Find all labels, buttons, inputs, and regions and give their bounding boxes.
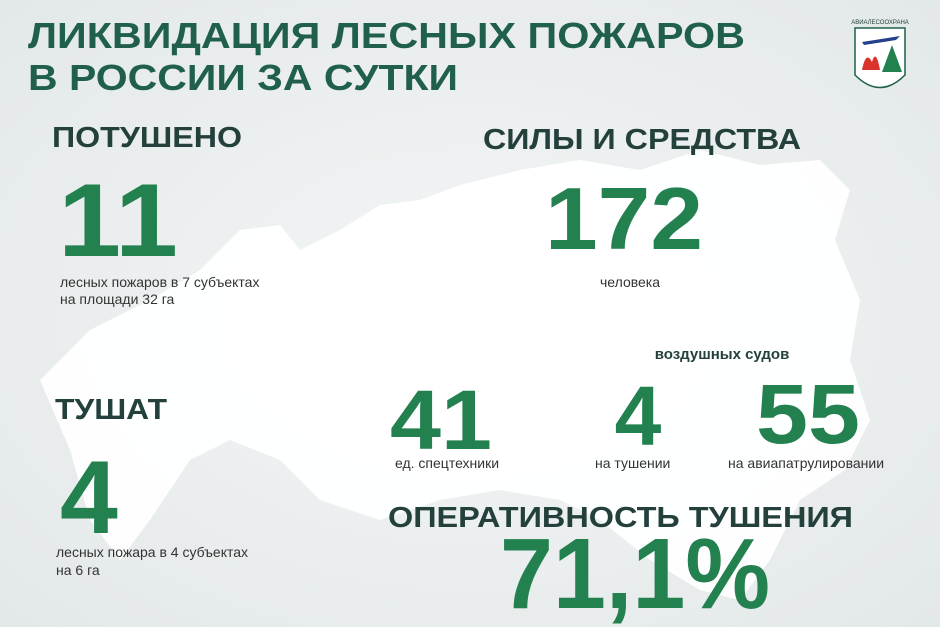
section-heading: СИЛЫ И СРЕДСТВА xyxy=(483,124,801,156)
section-heading: ТУШАТ xyxy=(55,394,167,426)
subheading: воздушных судов xyxy=(655,346,790,363)
title-line: В РОССИИ ЗА СУТКИ xyxy=(28,57,458,98)
caption: человека xyxy=(600,274,660,290)
caption: лесных пожаров в 7 субъектах xyxy=(60,274,259,290)
caption: на тушении xyxy=(595,455,670,471)
big-number: 172 xyxy=(545,169,703,268)
big-number: 4 xyxy=(615,369,662,463)
logo: АВИАЛЕСООХРАНА xyxy=(851,20,909,89)
caption: на 6 га xyxy=(56,562,100,578)
big-number: 41 xyxy=(390,373,492,467)
caption: лесных пожара в 4 субъектах xyxy=(56,544,248,560)
caption: на площади 32 га xyxy=(60,291,175,307)
big-number: 11 xyxy=(58,163,178,279)
caption: на авиапатрулировании xyxy=(728,455,884,471)
section-heading: ОПЕРАТИВНОСТЬ ТУШЕНИЯ xyxy=(388,502,853,534)
section-heading: ПОТУШЕНО xyxy=(52,122,242,154)
big-number: 71,1% xyxy=(500,518,770,627)
title-line: ЛИКВИДАЦИЯ ЛЕСНЫХ ПОЖАРОВ xyxy=(28,15,745,56)
big-number: 4 xyxy=(60,440,118,556)
map-silhouette xyxy=(40,150,870,600)
logo-text: АВИАЛЕСООХРАНА xyxy=(851,20,909,26)
big-number: 55 xyxy=(756,367,860,461)
caption: ед. спецтехники xyxy=(395,455,499,471)
